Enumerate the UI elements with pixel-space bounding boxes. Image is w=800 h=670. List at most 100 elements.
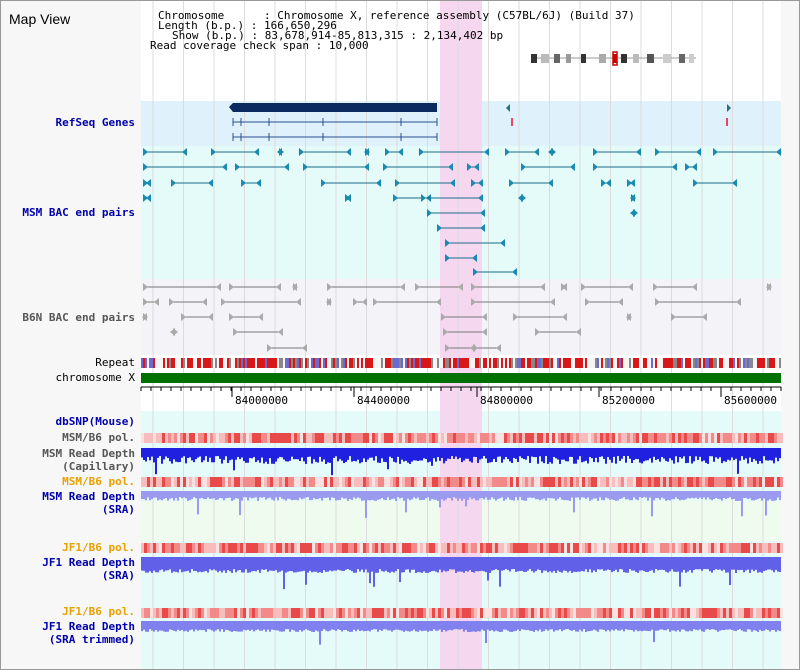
track-label-b6n-bac[interactable]: B6N BAC end pairs — [22, 311, 135, 324]
jf1-depth-trim-bar — [431, 621, 433, 632]
msm-depth-sra-bar — [657, 491, 659, 498]
jf1-depth-sra-bar — [373, 557, 375, 587]
jf1-b6-pol2-cell — [264, 608, 267, 618]
msm-depth-cap-bar — [191, 448, 193, 461]
ideogram-band — [541, 54, 549, 63]
msm-bac-end — [171, 179, 176, 187]
repeat-segment — [753, 358, 755, 368]
msm-depth-cap-bar — [545, 448, 547, 457]
jf1-b6-pol-cell — [375, 543, 378, 553]
msm-depth-sra-bar — [397, 491, 399, 498]
jf1-depth-trim-bar — [215, 621, 217, 631]
repeat-segment — [215, 358, 217, 368]
ideogram-band — [663, 54, 671, 63]
msm-depth-sra-bar — [329, 491, 331, 501]
msm-depth-cap-bar — [765, 448, 767, 461]
jf1-b6-pol2-cell — [225, 608, 228, 618]
track-label-msm-b6-pol-2[interactable]: MSM/B6 pol. — [62, 475, 135, 488]
msm-depth-sra-bar — [461, 491, 463, 501]
msm-depth-cap-bar — [621, 448, 623, 459]
track-label-jf1-b6-pol[interactable]: JF1/B6 pol. — [62, 541, 135, 554]
msm-depth-cap-bar — [331, 448, 333, 476]
msm-depth-sra-bar — [763, 491, 765, 499]
msm-b6-pol-cell — [195, 433, 198, 443]
msm-bac-end — [437, 224, 442, 232]
repeat-segment — [685, 358, 687, 368]
jf1-depth-sra-bar — [205, 557, 207, 572]
track-label-refseq[interactable]: RefSeq Genes — [55, 116, 135, 129]
track-label-jf1-depth-sra[interactable]: JF1 Read Depth — [42, 556, 135, 569]
msm-b6-pol-cell — [468, 433, 471, 443]
jf1-b6-pol2-cell — [756, 608, 759, 618]
jf1-depth-trim-bar — [425, 621, 427, 631]
jf1-b6-pol2-cell — [174, 608, 177, 618]
msm-depth-sra-bar — [733, 491, 735, 499]
jf1-depth-trim-bar — [417, 621, 419, 632]
jf1-depth-sra-bar — [581, 557, 583, 572]
jf1-depth-trim-bar — [271, 621, 273, 630]
msm-depth-sra-bar — [471, 491, 473, 500]
msm-b6-pol-cell — [573, 433, 576, 443]
jf1-depth-trim-bar — [599, 621, 601, 630]
msm-depth-sra-bar — [545, 491, 547, 501]
jf1-depth-sra-bar — [473, 557, 475, 573]
jf1-b6-pol2-cell — [450, 608, 453, 618]
jf1-depth-sra-bar — [295, 557, 297, 573]
track-label-msm-b6-pol[interactable]: MSM/B6 pol. — [62, 431, 135, 444]
jf1-depth-trim-bar — [147, 621, 149, 632]
msm-b6-pol-cell — [411, 433, 414, 443]
msm-depth-sra-bar — [151, 491, 153, 500]
msm-depth-sra-bar — [633, 491, 635, 498]
repeat-segment — [481, 358, 483, 368]
track-label-dbsnp[interactable]: dbSNP(Mouse) — [55, 415, 135, 428]
msm-b6-pol-cell — [339, 433, 342, 443]
repeat-segment — [297, 358, 299, 368]
jf1-depth-sra-bar — [623, 557, 625, 573]
msm-depth-sra-bar — [677, 491, 679, 499]
msm-depth-sra-bar — [321, 491, 323, 501]
jf1-depth-trim-bar — [625, 621, 627, 630]
msm-b6-pol-cell — [480, 433, 483, 443]
msm-b6-pol-cell — [330, 433, 333, 443]
msm-b6-pol-cell — [630, 433, 633, 443]
jf1-b6-pol2-cell — [726, 608, 729, 618]
msm-depth-cap-bar — [701, 448, 703, 462]
msm-depth-cap-bar — [605, 448, 607, 464]
msm-b6-pol2-cell — [621, 477, 624, 487]
msm-b6-pol2-cell — [567, 477, 570, 487]
jf1-depth-sra-bar — [327, 557, 329, 572]
msm-bac-end — [696, 148, 701, 156]
jf1-b6-pol-cell — [711, 543, 714, 553]
track-label-msm-depth-capillary[interactable]: MSM Read Depth — [42, 447, 135, 460]
msm-b6-pol2-cell — [462, 477, 465, 487]
jf1-depth-sra-bar — [371, 557, 373, 572]
jf1-b6-pol-cell — [192, 543, 195, 553]
track-label-jf1-depth-trimmed[interactable]: JF1 Read Depth — [42, 620, 135, 633]
jf1-b6-pol-cell — [531, 543, 534, 553]
jf1-depth-sra-bar — [567, 557, 569, 573]
msm-b6-pol-cell — [234, 433, 237, 443]
track-label-msm-depth-sra[interactable]: MSM Read Depth — [42, 490, 135, 503]
repeat-segment — [485, 358, 487, 368]
jf1-b6-pol-cell — [189, 543, 192, 553]
msm-bac-end — [211, 148, 216, 156]
track-label-jf1-b6-pol-2[interactable]: JF1/B6 pol. — [62, 605, 135, 618]
msm-depth-cap-bar — [755, 448, 757, 461]
jf1-depth-sra-bar — [207, 557, 209, 573]
jf1-b6-pol2-cell — [243, 608, 246, 618]
jf1-b6-pol2-cell — [588, 608, 591, 618]
jf1-depth-trim-bar — [613, 621, 615, 631]
track-label-msm-bac[interactable]: MSM BAC end pairs — [22, 206, 135, 219]
msm-depth-sra-bar — [767, 491, 769, 501]
msm-b6-pol2-cell — [159, 477, 162, 487]
msm-b6-pol-cell — [678, 433, 681, 443]
jf1-depth-trim-bar — [149, 621, 151, 630]
msm-b6-pol-cell — [528, 433, 531, 443]
msm-b6-pol-cell — [246, 433, 249, 443]
msm-depth-cap-bar — [399, 448, 401, 464]
msm-b6-pol-cell — [159, 433, 162, 443]
msm-b6-pol-cell — [255, 433, 258, 443]
msm-depth-sra-bar — [537, 491, 539, 500]
msm-b6-pol2-cell — [255, 477, 258, 487]
